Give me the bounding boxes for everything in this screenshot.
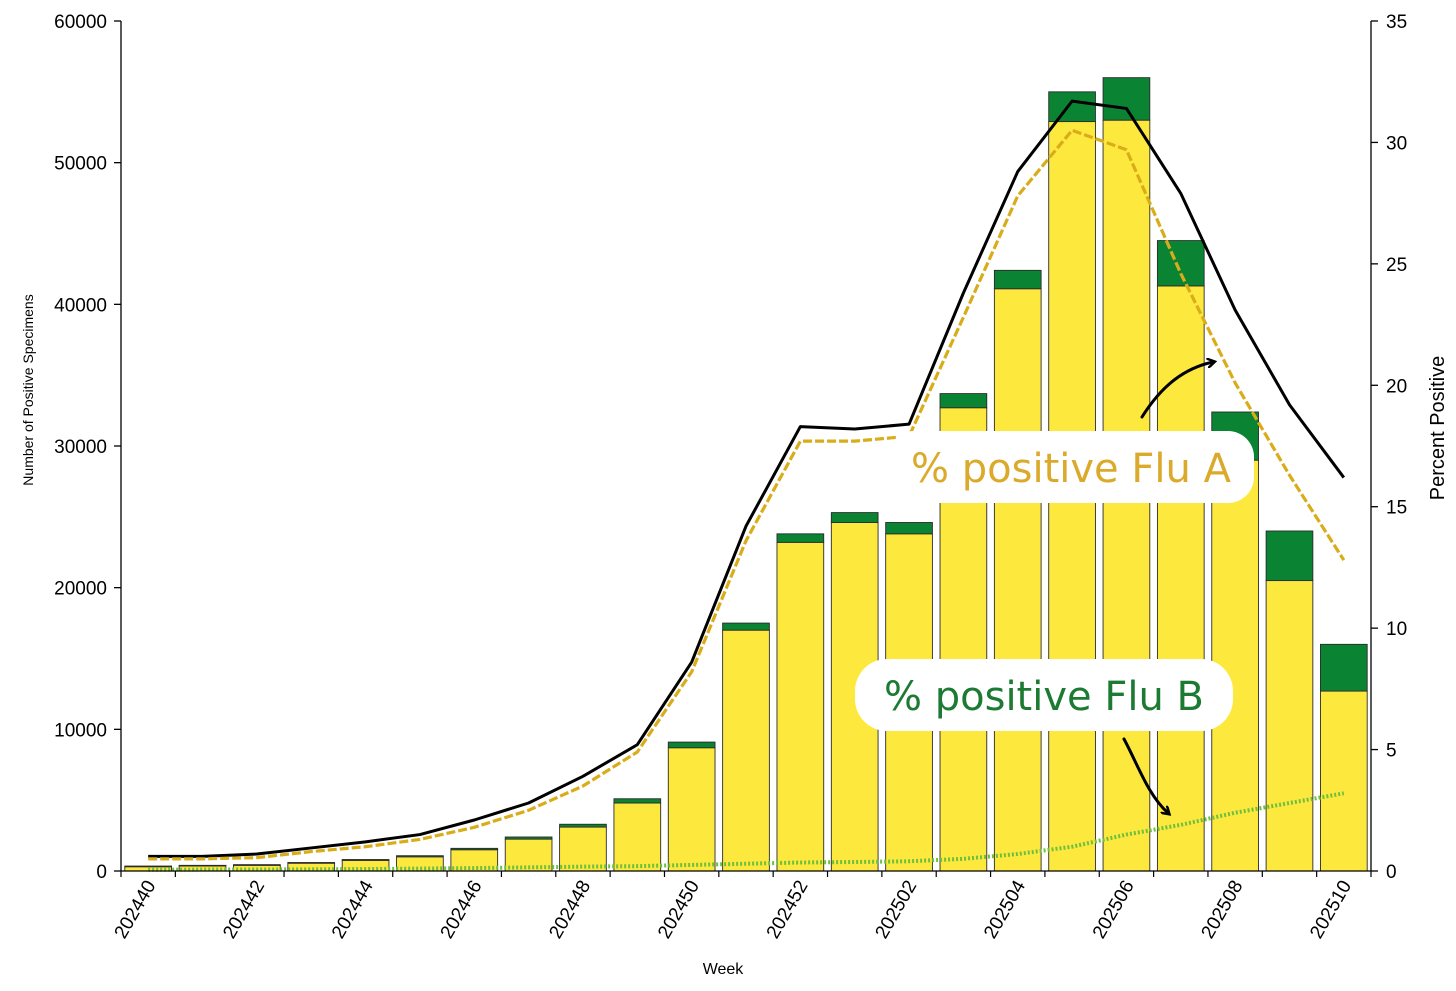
- right-tick-label: 20: [1386, 376, 1407, 397]
- bar-flu-b-202448: [559, 823, 607, 828]
- bar-flu-a-202510: [1320, 690, 1368, 872]
- bar-flu-b-202501: [830, 512, 879, 523]
- right-tick-label: 30: [1386, 133, 1407, 154]
- callouts: % positive Flu A % positive Flu B: [855, 362, 1254, 813]
- bar-flu-a-202448: [559, 826, 607, 872]
- right-tick-label: 0: [1386, 862, 1397, 883]
- bar-flu-b-202502: [885, 522, 933, 535]
- bar-flu-b-202450: [667, 741, 716, 749]
- right-axis-title: Percent Positive: [1427, 356, 1449, 501]
- left-tick-label: 30000: [54, 437, 107, 458]
- bar-flu-a-202450: [667, 747, 716, 872]
- bar-flu-b-202443: [287, 862, 336, 864]
- left-tick-label: 10000: [54, 720, 107, 741]
- x-tick-label: 202440: [111, 877, 161, 942]
- bar-flu-b-202504: [993, 269, 1042, 290]
- bar-flu-a-202449: [613, 802, 662, 872]
- bar-flu-b-202445: [396, 855, 444, 858]
- x-tick-label: 202450: [654, 877, 704, 942]
- line-flu-a: [148, 128, 1346, 861]
- flu-b-callout-label: % positive Flu B: [884, 674, 1204, 720]
- flu-b-arrow: [1122, 737, 1168, 813]
- left-tick-label: 0: [96, 862, 107, 883]
- x-tick-label: 202508: [1198, 877, 1248, 942]
- x-tick-label: 202452: [763, 877, 813, 942]
- bar-flu-a-202452: [776, 541, 825, 872]
- x-tick-label: 202442: [219, 877, 269, 942]
- flu-a-arrow: [1140, 362, 1213, 419]
- line-flu-b: [148, 791, 1345, 872]
- bar-flu-b-202452: [776, 533, 825, 543]
- bar-flu-b-202447: [504, 836, 553, 840]
- bar-flu-a-202509: [1265, 580, 1314, 872]
- bar-flu-b-202446: [450, 847, 499, 851]
- x-tick-label: 202506: [1089, 877, 1139, 942]
- bar-flu-b-202449: [613, 798, 662, 804]
- x-tick-label: 202504: [980, 877, 1030, 943]
- x-tick-label: 202444: [328, 877, 378, 943]
- bar-flu-a-202443: [287, 862, 336, 872]
- x-tick-label: 202510: [1306, 877, 1356, 942]
- x-tick-label: 202446: [437, 877, 487, 942]
- right-tick-label: 5: [1386, 741, 1397, 762]
- bar-flu-b-202441: [178, 864, 227, 867]
- x-tick-label: 202448: [545, 877, 595, 942]
- bar-flu-b-202505: [1048, 91, 1096, 123]
- bar-flu-a-202451: [722, 629, 770, 872]
- bar-flu-b-202440: [124, 865, 172, 868]
- left-tick-label: 50000: [54, 154, 107, 175]
- bar-flu-b-202506: [1102, 77, 1151, 121]
- bar-flu-b-202510: [1320, 643, 1368, 692]
- flu-b-callout-box: [855, 659, 1233, 731]
- right-tick-label: 35: [1386, 12, 1407, 33]
- flu-a-callout-label: % positive Flu A: [911, 446, 1232, 492]
- line-total: [148, 99, 1346, 858]
- left-tick-label: 60000: [54, 12, 107, 33]
- bar-flu-a-202507: [1156, 285, 1205, 872]
- x-axis-title: Week: [703, 961, 745, 978]
- bar-flu-b-202451: [722, 622, 770, 631]
- right-tick-label: 25: [1386, 255, 1407, 276]
- left-tick-label: 20000: [54, 579, 107, 600]
- left-tick-label: 40000: [54, 295, 107, 316]
- x-tick-label: 202502: [871, 877, 921, 942]
- bar-flu-b-202509: [1265, 530, 1314, 582]
- right-tick-label: 15: [1386, 498, 1407, 519]
- flu-a-callout-box: [888, 431, 1254, 503]
- bar-flu-a-202504: [993, 288, 1042, 872]
- bar-flu-b-202442: [233, 864, 281, 866]
- left-axis-title: Number of Positive Specimens: [20, 294, 36, 485]
- right-tick-label: 10: [1386, 619, 1407, 640]
- bar-flu-b-202444: [341, 859, 390, 861]
- bar-flu-b-202503: [939, 393, 988, 409]
- lines: [148, 99, 1346, 872]
- bar-flu-b-202507: [1156, 240, 1205, 287]
